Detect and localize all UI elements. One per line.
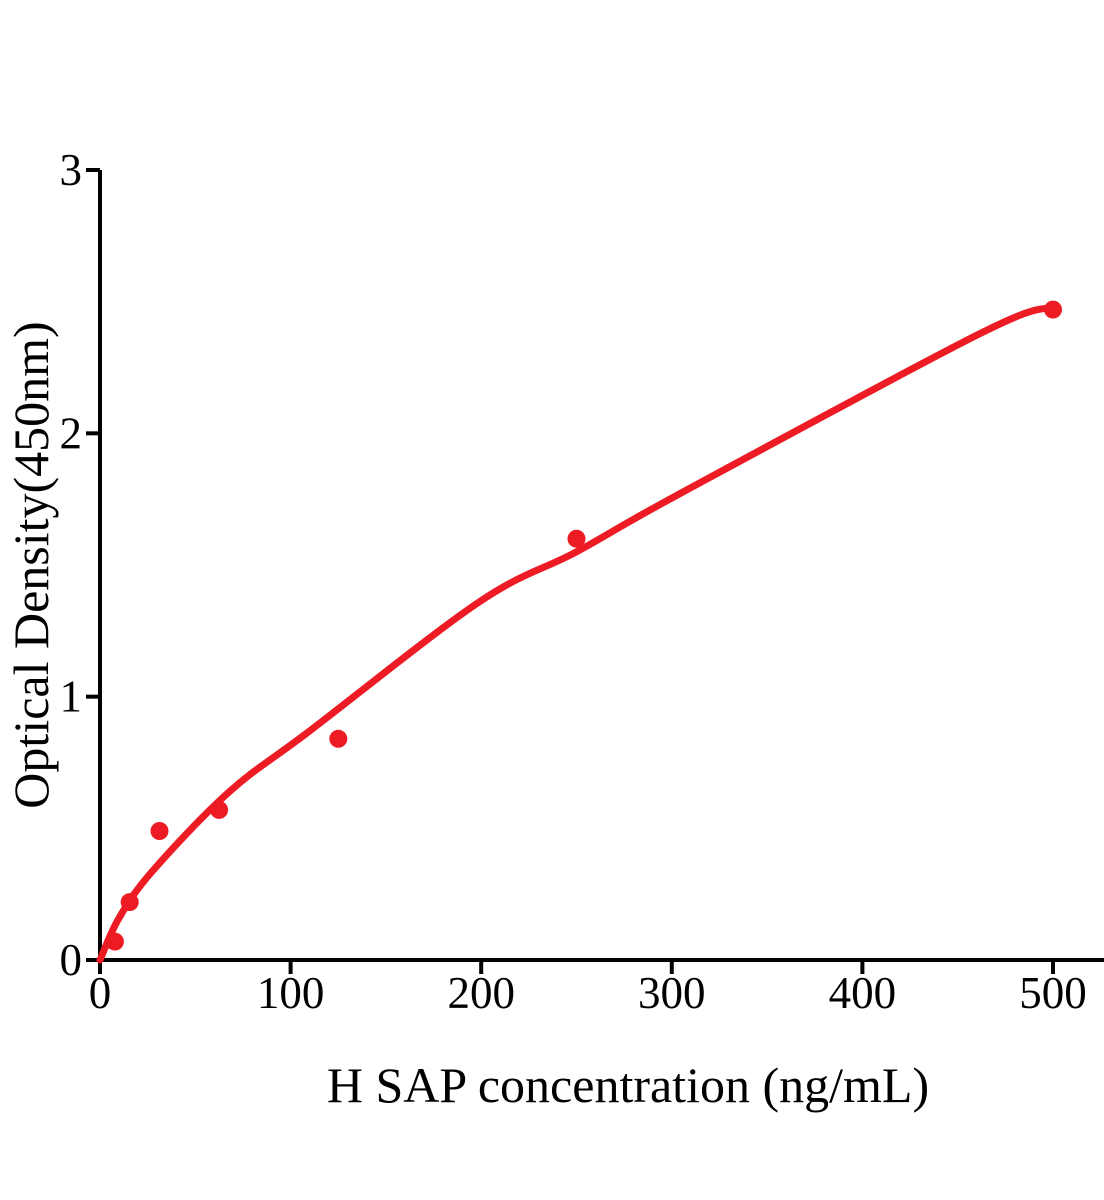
data-points-group <box>105 300 1062 951</box>
fit-curve-line <box>96 303 1057 964</box>
y-tick-label: 1 <box>60 672 83 722</box>
y-tick-label: 2 <box>60 408 83 458</box>
x-tick-label: 100 <box>257 968 325 1018</box>
data-point <box>567 529 586 548</box>
x-tick-label: 500 <box>1019 968 1087 1018</box>
x-axis-title: H SAP concentration (ng/mL) <box>327 1057 929 1113</box>
y-tick-label: 0 <box>60 935 83 985</box>
y-axis-title: Optical Density(450nm) <box>3 321 59 808</box>
data-point <box>1044 300 1062 319</box>
y-tick-label: 3 <box>60 145 83 195</box>
axes-group: 0 100 200 300 400 500 0 1 2 3 <box>60 145 1104 1018</box>
data-point <box>210 800 229 819</box>
data-point <box>120 893 139 912</box>
data-point <box>329 729 348 748</box>
x-tick-label: 300 <box>638 968 706 1018</box>
data-point <box>105 932 124 951</box>
x-tick-label: 200 <box>447 968 515 1018</box>
data-point <box>150 822 169 840</box>
x-tick-label: 0 <box>89 968 112 1018</box>
x-tick-label: 400 <box>829 968 897 1018</box>
